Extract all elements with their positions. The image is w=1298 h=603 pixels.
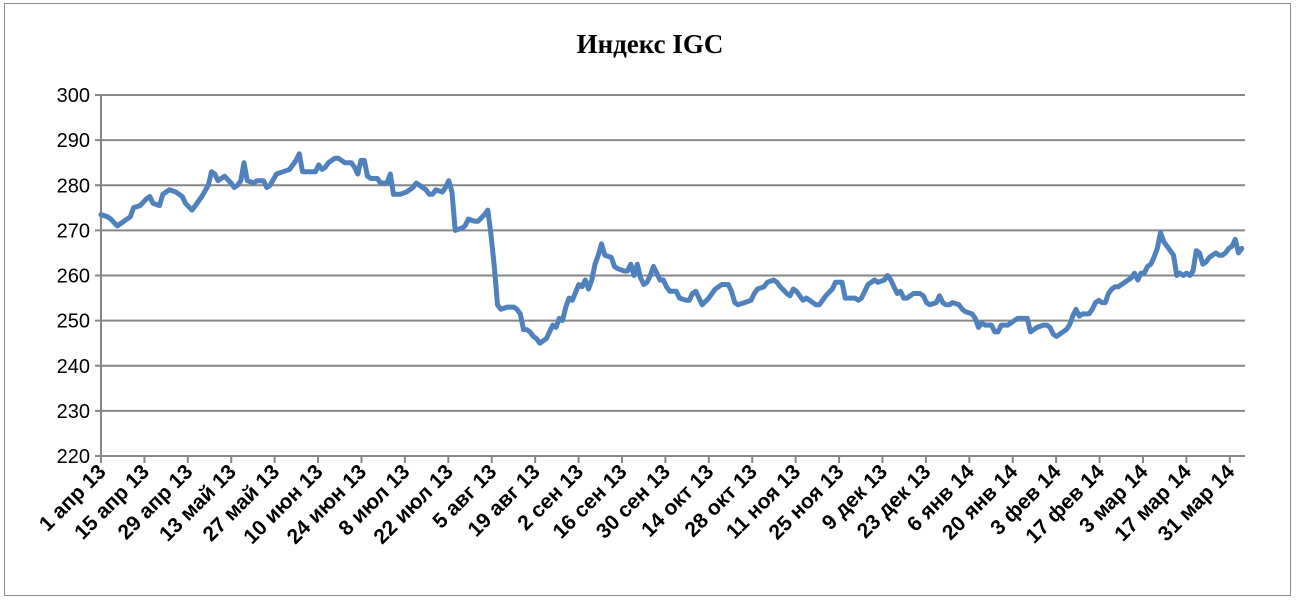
series-group [98,151,1245,346]
chart-title: Индекс IGC [577,29,724,59]
chart-frame [4,3,1291,596]
series-line [98,151,1245,346]
y-tick-label: 220 [57,446,90,468]
y-tick-label: 250 [57,311,90,333]
y-axis: 220 230 240 250 260 270 280 290 300 [57,85,102,468]
y-tick-label: 280 [57,175,90,197]
gridlines [101,94,1245,457]
y-tick-label: 240 [57,356,90,378]
y-tick-label: 260 [57,266,90,288]
y-tick-label: 290 [57,130,90,152]
y-tick-label: 230 [57,401,90,423]
y-tick-label: 270 [57,220,90,242]
y-tick-label: 300 [57,85,90,107]
